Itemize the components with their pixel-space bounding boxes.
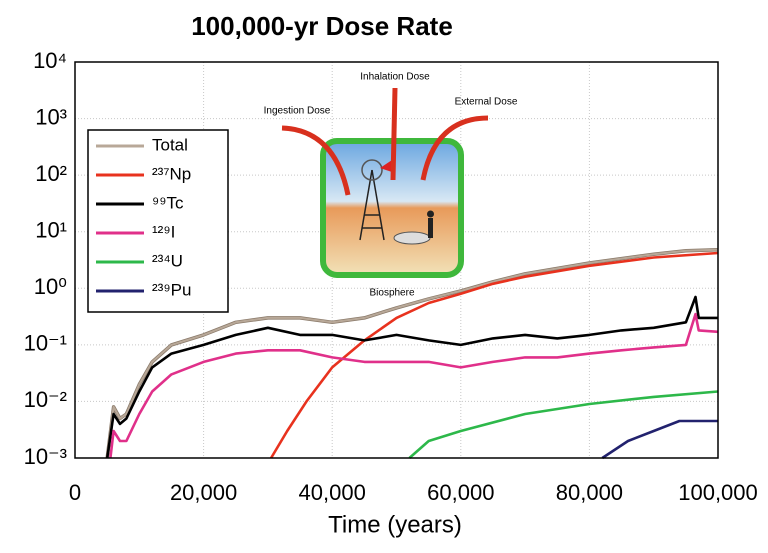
legend: Total ²³⁷Np ⁹⁹Tc ¹²⁹I ²³⁴U ²³⁹Pu (87, 129, 229, 313)
pond (393, 231, 431, 245)
legend-label: ²³⁷Np (152, 164, 191, 183)
annotation: External Dose (455, 97, 518, 108)
y-tick-label: 10² (35, 161, 67, 186)
y-tick-label: 10¹ (35, 218, 67, 243)
x-tick-label: 0 (69, 480, 81, 505)
legend-box (87, 129, 229, 313)
legend-label: ²³⁹Pu (152, 280, 191, 299)
legend-label: ⁹⁹Tc (152, 193, 184, 212)
legend-label: Total (152, 135, 188, 154)
legend-label: ²³⁴U (152, 251, 183, 270)
y-tick-label: 10⁴ (33, 48, 67, 73)
x-axis-label: Time (years) (328, 511, 462, 538)
chart-title: 100,000-yr Dose Rate (191, 11, 453, 41)
legend-label: ¹²⁹I (152, 222, 175, 241)
annotation: Biosphere (369, 288, 414, 299)
inhalation-arrow (390, 87, 398, 181)
dose-arrows (281, 87, 489, 196)
windmill (359, 159, 385, 241)
y-tick-label: 10⁻² (24, 387, 67, 412)
y-tick-label: 10³ (35, 104, 67, 129)
external-arrow (420, 115, 489, 181)
series-line (408, 390, 719, 459)
y-tick-label: 10⁻³ (24, 444, 67, 469)
series-line (105, 295, 718, 459)
x-tick-label: 100,000 (678, 480, 758, 505)
x-tick-label: 20,000 (170, 480, 237, 505)
x-tick-label: 80,000 (556, 480, 623, 505)
series-line (106, 248, 719, 459)
lines (105, 247, 719, 460)
person (428, 218, 433, 238)
series-line (109, 312, 719, 459)
plot-frame (74, 61, 719, 459)
person-head (427, 210, 434, 218)
annotation: Inhalation Dose (360, 72, 430, 83)
annotation: Ingestion Dose (264, 106, 331, 117)
series-line (601, 419, 718, 460)
x-tick-label: 60,000 (427, 480, 494, 505)
series-line (269, 251, 719, 459)
y-tick-label: 10⁰ (34, 274, 67, 299)
y-tick-label: 10⁻¹ (24, 331, 67, 356)
ingestion-arrow (281, 125, 351, 196)
x-tick-label: 40,000 (299, 480, 366, 505)
